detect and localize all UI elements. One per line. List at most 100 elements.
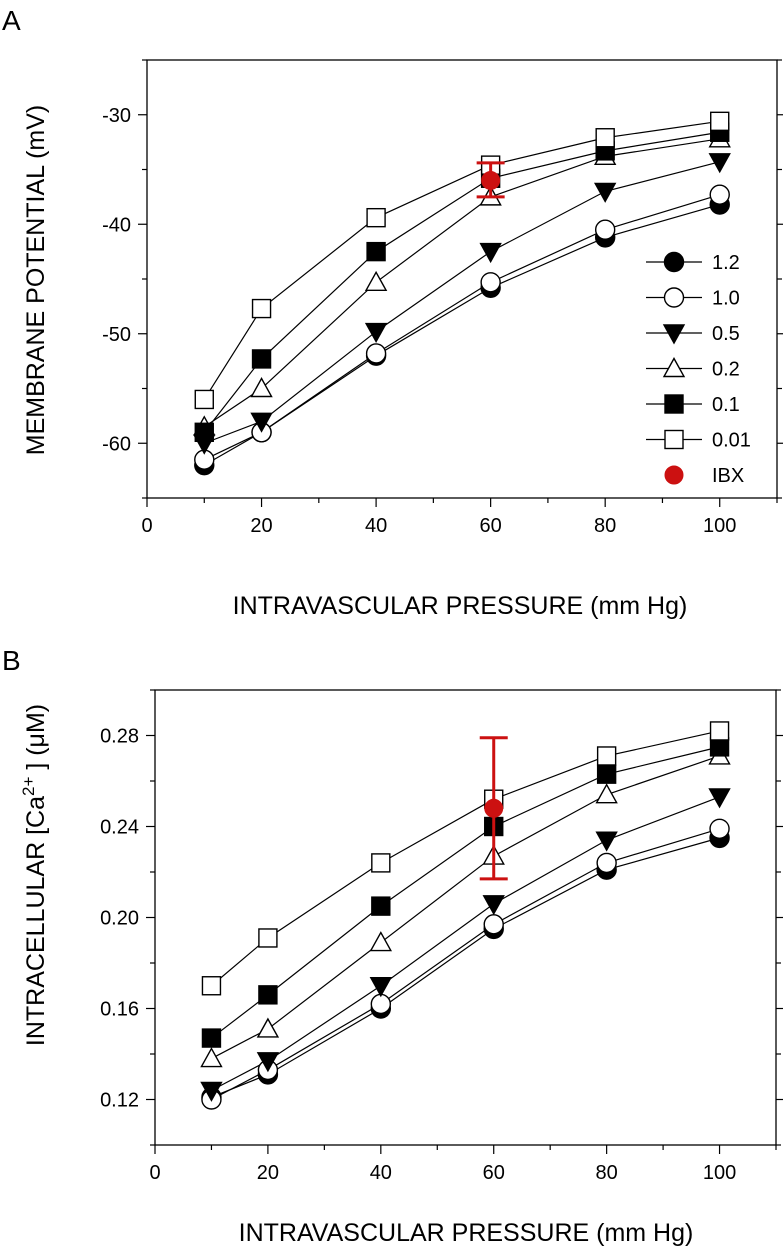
series-point-0-01	[709, 721, 730, 741]
x-tick-label: 100	[703, 1162, 736, 1184]
y-tick-label: -50	[102, 324, 131, 346]
x-tick-label: 20	[257, 1162, 279, 1184]
series-point-0-2	[364, 270, 388, 291]
y-tick-label: 0.12	[100, 1090, 139, 1112]
series-line-1-0	[204, 194, 720, 461]
legend-label-ibx: IBX	[712, 465, 744, 487]
ibx-point	[484, 798, 504, 818]
series-point-1-0	[365, 343, 387, 364]
ibx-point	[481, 170, 501, 190]
series-point-1-0	[709, 818, 730, 839]
series-point-0-1	[596, 764, 617, 784]
y-tick-label: -30	[102, 105, 131, 127]
series-line-1-2	[203, 203, 720, 466]
legend-label-1-0: 1.0	[712, 288, 740, 310]
series-point-0-1	[366, 241, 386, 262]
panel-b-y-axis-title-pre: INTRACELLULAR [Ca	[22, 796, 50, 1046]
legend-marker-1-0	[663, 287, 685, 308]
legend-marker-1-2	[663, 251, 685, 273]
x-tick-label: 80	[594, 515, 616, 537]
panel-a-x-axis-title: INTRAVASCULAR PRESSURE (mm Hg)	[233, 592, 688, 620]
series-point-0-5	[250, 412, 273, 433]
panel-a-y-axis-title: MEMBRANE POTENTIAL (mV)	[22, 105, 50, 456]
series-point-0-5	[708, 153, 731, 174]
series-line-0-5	[204, 161, 720, 444]
series-point-0-01	[194, 389, 214, 410]
panel-b-ticks: 0 20 40 60 80 100 0.12 0.16 0.20 0.24 0.28	[100, 689, 783, 1184]
series-point-0-1	[194, 422, 214, 442]
x-tick-label: 0	[141, 515, 152, 537]
series-point-0-1	[258, 985, 278, 1005]
panel-a-letter: A	[2, 5, 21, 36]
series-point-0-5	[482, 895, 505, 916]
panel-b-plot-frame	[154, 689, 777, 1146]
series-point-0-5	[708, 788, 731, 809]
series-point-0-2	[369, 931, 393, 952]
series-point-1-0	[370, 993, 392, 1015]
panel-a-ticks: 0 20 40 60 80 100 -60 -50 -40 -30	[102, 59, 783, 537]
panel-b-y-axis-title: INTRACELLULAR [Ca2+ ] (μM)	[19, 704, 50, 1046]
x-tick-label: 40	[370, 1162, 392, 1184]
series-point-0-5	[595, 831, 618, 852]
series-point-0-2	[595, 783, 618, 804]
series-point-0-5	[256, 1052, 280, 1073]
panel-b-y-axis-title-post: ] (μM)	[22, 704, 50, 777]
series-point-0-01	[251, 298, 272, 319]
y-tick-label: 0.28	[100, 726, 139, 748]
series-point-0-2	[250, 377, 273, 398]
legend-label-1-2: 1.2	[712, 252, 740, 274]
legend-label-0-2: 0.2	[712, 359, 740, 381]
series-point-0-01	[371, 853, 391, 873]
legend-marker-0-01	[664, 429, 684, 450]
x-tick-label: 60	[480, 515, 502, 537]
panel-b-letter: B	[2, 645, 21, 676]
x-tick-label: 0	[149, 1162, 160, 1184]
series-point-0-5	[364, 322, 388, 344]
series-point-1-0	[483, 914, 504, 935]
series-point-1-0	[594, 219, 616, 240]
series-point-0-1	[371, 896, 391, 916]
legend-label-0-1: 0.1	[712, 394, 740, 416]
legend-label-0-5: 0.5	[712, 323, 740, 345]
series-line-0-1	[211, 746, 720, 1039]
panel-a: A 0 20 40 60 80 100-60-50-40-30 1.21.00.50.20…	[2, 5, 783, 620]
series-point-0-5	[200, 1081, 223, 1102]
series-point-0-01	[710, 111, 730, 132]
panel-a-ibx	[476, 161, 505, 199]
series-line-0-2	[211, 755, 720, 1060]
panel-b-x-axis-title: INTRAVASCULAR PRESSURE (mm Hg)	[239, 1219, 694, 1247]
y-tick-label: -40	[102, 214, 131, 236]
x-tick-label: 80	[596, 1162, 618, 1184]
legend-marker-ibx	[664, 465, 684, 485]
series-point-0-1	[201, 1028, 222, 1048]
panel-a-legend: 1.2 1.0 0.5 0.2 0.1 0.01 IBX	[646, 251, 751, 487]
panel-b-series	[200, 721, 731, 1110]
y-tick-label: 0.24	[100, 817, 139, 839]
y-tick-label: 0.20	[100, 908, 139, 930]
legend-marker-0-5	[662, 324, 686, 345]
series-point-0-5	[593, 182, 617, 203]
panel-b-ibx	[479, 736, 508, 881]
series-line-0-1	[203, 131, 720, 433]
series-point-0-2	[256, 1017, 280, 1038]
series-point-0-1	[251, 349, 272, 369]
series-point-0-01	[258, 928, 278, 948]
series-point-0-01	[595, 128, 615, 148]
series-point-0-2	[200, 1047, 223, 1068]
legend-marker-0-1	[664, 394, 684, 414]
series-point-1-0	[596, 852, 617, 874]
x-tick-label: 20	[250, 515, 272, 537]
panel-b-y-axis-title-sup: 2+	[19, 777, 38, 796]
x-tick-label: 60	[483, 1162, 505, 1184]
panel-b: B 0 20 40 60 80 100 0.12 0.16 0.20 0.24 0.28 INTRA…	[2, 645, 783, 1247]
series-point-0-01	[596, 746, 617, 766]
panel-a-series	[193, 111, 731, 476]
series-point-1-0	[709, 184, 730, 205]
series-point-0-01	[366, 207, 386, 228]
x-tick-label: 100	[703, 515, 736, 537]
legend-label-0-01: 0.01	[712, 430, 751, 452]
y-tick-label: -60	[102, 433, 131, 455]
y-tick-label: 0.16	[100, 999, 139, 1021]
series-line-0-5	[211, 796, 720, 1091]
